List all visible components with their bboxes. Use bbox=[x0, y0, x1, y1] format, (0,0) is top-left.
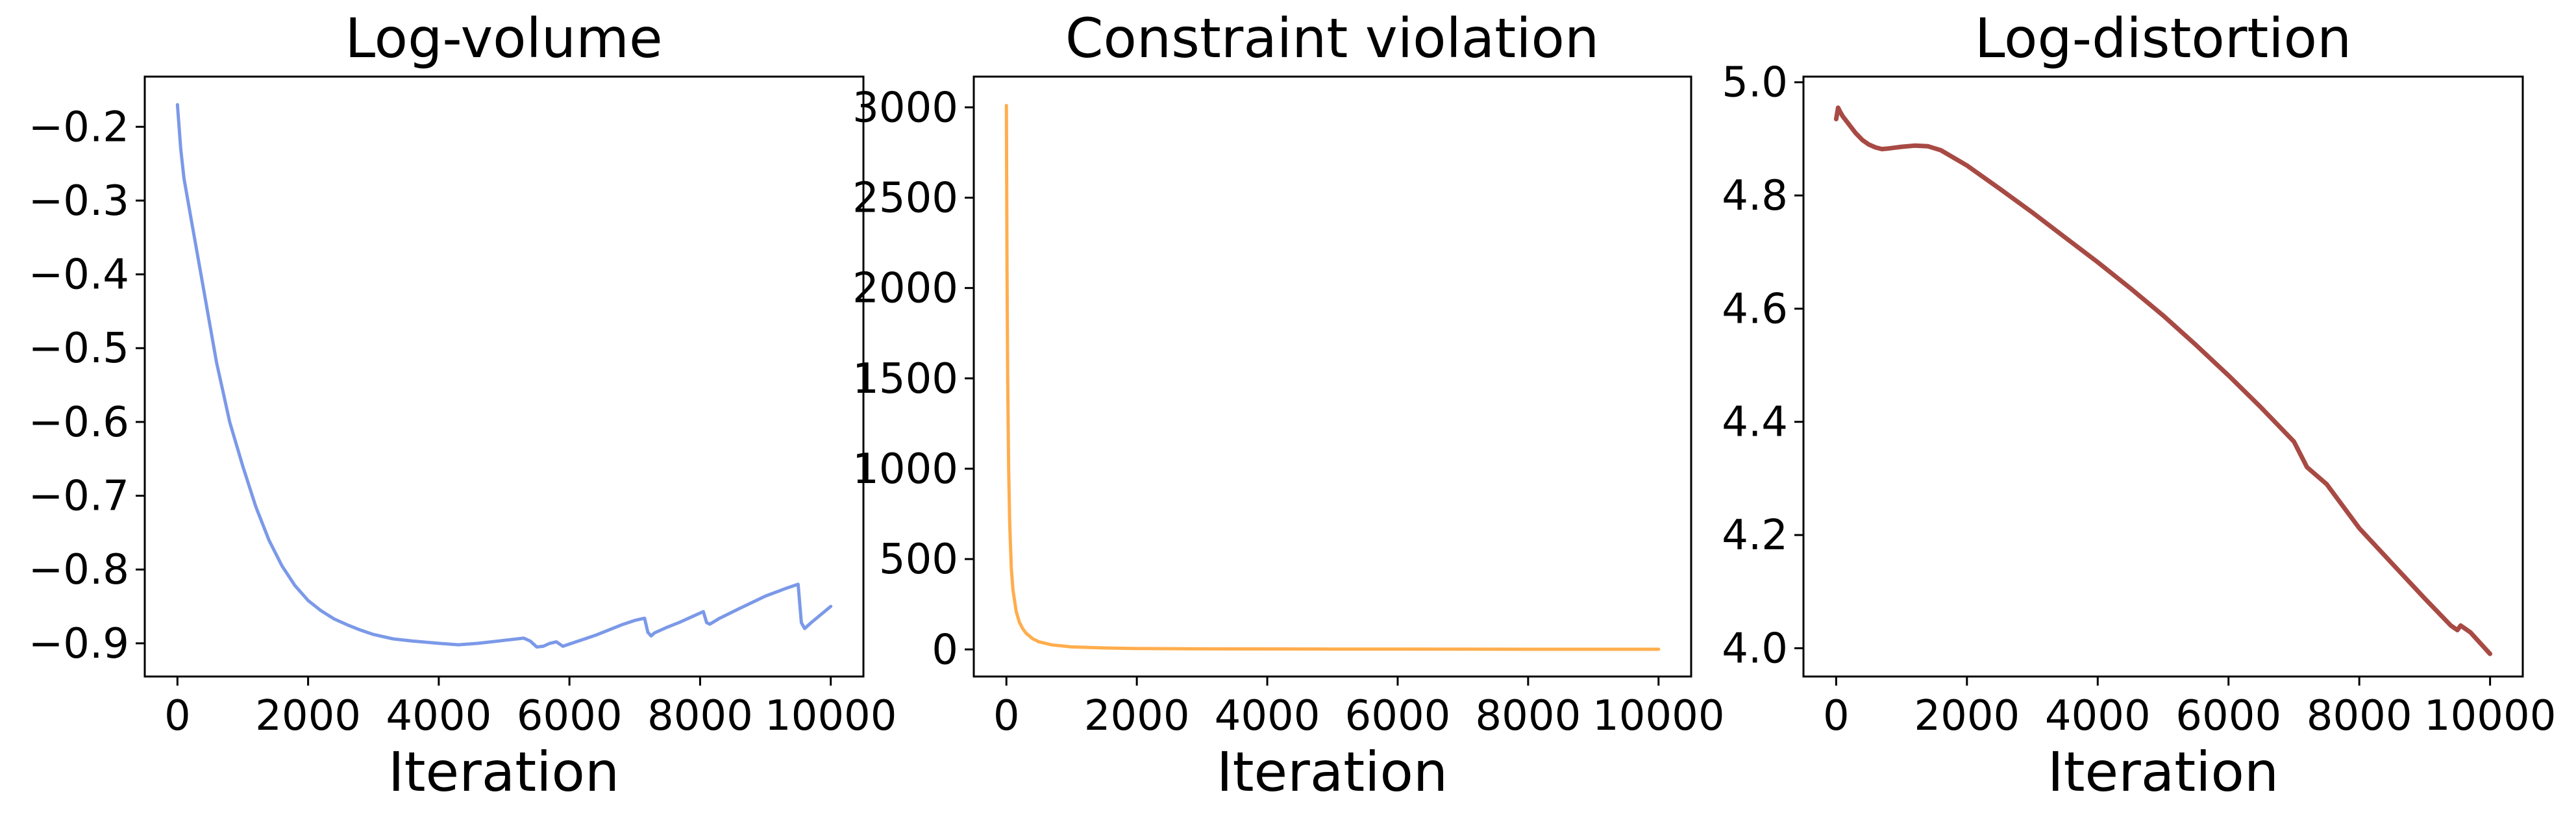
log-volume-axes-frame bbox=[143, 75, 865, 678]
log-distortion-y-tick-label: 4.8 bbox=[1722, 172, 1788, 220]
log-distortion-panel: Log-distortion 0 2000 4000 6000 8000 10000 4.0… bbox=[1722, 6, 2556, 804]
constraint-violation-plot: 0 2000 4000 6000 8000 10000 0 500 1000 1500 2000 25… bbox=[852, 84, 1724, 740]
log-volume-x-tick-label: 8000 bbox=[647, 692, 753, 740]
constraint-violation-y-tick-label: 1500 bbox=[852, 355, 958, 403]
constraint-violation-series-line bbox=[1004, 104, 1661, 651]
log-volume-x-tick-label: 10000 bbox=[765, 692, 897, 740]
constraint-violation-axes-frame bbox=[972, 75, 1692, 678]
constraint-violation-y-tick-label: 2500 bbox=[852, 174, 958, 222]
log-volume-title: Log-volume bbox=[345, 6, 662, 70]
log-volume-y-tick-label: −0.7 bbox=[29, 473, 129, 521]
log-volume-x-tick-label: 6000 bbox=[517, 692, 623, 740]
log-distortion-x-tick-label: 2000 bbox=[1914, 692, 2020, 740]
constraint-violation-x-tick-label: 10000 bbox=[1592, 692, 1725, 740]
log-volume-y-tick-label: −0.2 bbox=[29, 103, 129, 151]
log-distortion-y-tick-label: 4.4 bbox=[1722, 399, 1788, 447]
log-distortion-x-tick-label: 10000 bbox=[2424, 692, 2557, 740]
log-distortion-x-tick-label: 0 bbox=[1823, 692, 1850, 740]
constraint-violation-panel: Constraint violation 0 2000 4000 6000 8000 10… bbox=[852, 6, 1724, 804]
constraint-violation-title: Constraint violation bbox=[1065, 6, 1599, 70]
log-volume-x-axis-label: Iteration bbox=[388, 740, 619, 804]
log-distortion-x-tick-label: 4000 bbox=[2045, 692, 2151, 740]
constraint-violation-x-axis-label: Iteration bbox=[1217, 740, 1448, 804]
log-distortion-x-axis-label: Iteration bbox=[2048, 740, 2279, 804]
constraint-violation-y-tick-label: 2000 bbox=[852, 265, 958, 313]
constraint-violation-y-tick-label: 0 bbox=[932, 626, 958, 674]
log-volume-y-tick-label: −0.5 bbox=[29, 325, 129, 373]
log-distortion-x-tick-label: 6000 bbox=[2175, 692, 2281, 740]
constraint-violation-x-tick-label: 0 bbox=[993, 692, 1020, 740]
log-distortion-y-tick-label: 4.0 bbox=[1722, 625, 1788, 673]
log-distortion-title: Log-distortion bbox=[1975, 6, 2352, 70]
log-distortion-series-line bbox=[1833, 105, 2493, 656]
log-volume-y-tick-label: −0.4 bbox=[29, 251, 129, 299]
log-distortion-y-tick-label: 5.0 bbox=[1722, 59, 1788, 107]
log-distortion-x-tick-label: 8000 bbox=[2307, 692, 2412, 740]
log-volume-x-tick-label: 0 bbox=[164, 692, 191, 740]
log-volume-y-tick-label: −0.9 bbox=[29, 620, 129, 668]
constraint-violation-y-tick-label: 1000 bbox=[852, 445, 958, 493]
log-volume-panel: Log-volume 0 2000 4000 6000 8000 10000 −0.2 −0.… bbox=[29, 6, 897, 804]
log-volume-y-tick-label: −0.6 bbox=[29, 399, 129, 447]
log-volume-x-tick-label: 4000 bbox=[386, 692, 491, 740]
constraint-violation-x-tick-label: 2000 bbox=[1084, 692, 1190, 740]
constraint-violation-y-tick-label: 3000 bbox=[852, 84, 958, 132]
log-distortion-y-tick-label: 4.6 bbox=[1722, 285, 1788, 333]
constraint-violation-y-tick-label: 500 bbox=[879, 536, 958, 584]
log-volume-y-tick-label: −0.3 bbox=[29, 177, 129, 225]
log-volume-y-tick-label: −0.8 bbox=[29, 546, 129, 594]
log-volume-series-line bbox=[175, 103, 833, 649]
log-distortion-axes-frame bbox=[1802, 75, 2524, 678]
constraint-violation-x-tick-label: 8000 bbox=[1475, 692, 1581, 740]
constraint-violation-x-tick-label: 4000 bbox=[1215, 692, 1320, 740]
constraint-violation-x-tick-label: 6000 bbox=[1345, 692, 1451, 740]
log-volume-plot: 0 2000 4000 6000 8000 10000 −0.2 −0.3 −0.4 −0.5 −0… bbox=[29, 103, 897, 740]
log-volume-x-tick-label: 2000 bbox=[255, 692, 361, 740]
log-distortion-plot: 0 2000 4000 6000 8000 10000 4.0 4.2 4.4 4.6 4.8 5.0 bbox=[1722, 59, 2556, 740]
log-distortion-y-tick-label: 4.2 bbox=[1722, 512, 1788, 560]
